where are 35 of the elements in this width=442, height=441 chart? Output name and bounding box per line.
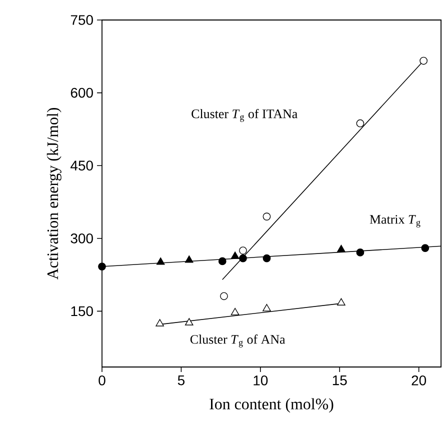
- point: [239, 246, 247, 254]
- point: [156, 257, 165, 265]
- x-tick-label: 0: [98, 375, 106, 386]
- point: [420, 56, 428, 65]
- y-tick-label: 450: [70, 160, 93, 171]
- point: [356, 248, 364, 256]
- point: [184, 255, 194, 263]
- point: [421, 244, 430, 252]
- y-tick-label: 600: [70, 88, 93, 98]
- point: [218, 257, 226, 266]
- y-tick-label: 300: [70, 233, 93, 244]
- point: [184, 318, 194, 326]
- point: [262, 304, 271, 312]
- point: [356, 119, 364, 128]
- y-tick-label: 150: [71, 306, 93, 316]
- point: [262, 254, 271, 262]
- x-axis-title: Ion content (mol%): [210, 398, 334, 413]
- x-tick-label: 5: [178, 376, 184, 386]
- point: [337, 244, 346, 252]
- point: [220, 292, 228, 300]
- annotation: Cluster T$_{g}$ of ITANa: [192, 108, 298, 122]
- point: [262, 212, 271, 220]
- annotation: Matrix T$_{g}$: [370, 215, 420, 228]
- point: [230, 252, 240, 259]
- point: [230, 308, 240, 316]
- x-tick-label: 10: [254, 375, 268, 386]
- x-tick-label: 20: [412, 375, 426, 386]
- point: [98, 262, 106, 270]
- point: [156, 319, 164, 326]
- x-tick-label: 15: [332, 376, 347, 386]
- annotation: Cluster T$_{g}$ of ANa: [190, 334, 286, 348]
- y-tick-label: 750: [70, 15, 93, 25]
- point: [337, 298, 346, 306]
- point: [239, 254, 247, 262]
- y-axis-title: Activation energy (kJ/mol): [46, 108, 62, 280]
